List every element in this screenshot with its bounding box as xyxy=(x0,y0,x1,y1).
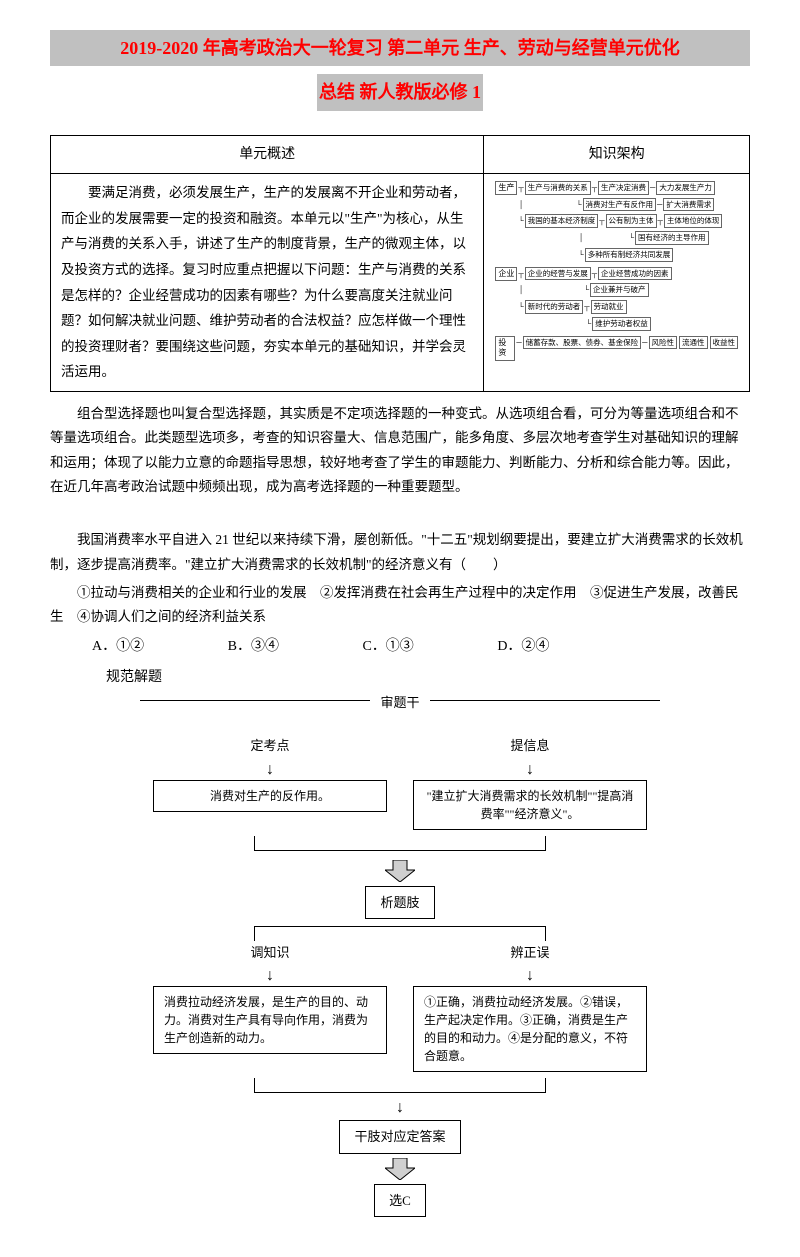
answer-options: A．①② B．③④ C．①③ D．②④ xyxy=(50,634,750,659)
header-structure: 知识架构 xyxy=(484,135,750,173)
arrow-icon: ↓ xyxy=(413,968,647,984)
diverge-line xyxy=(140,923,660,941)
paragraph-3: ①拉动与消费相关的企业和行业的发展 ②发挥消费在社会再生产过程中的决定作用 ③促… xyxy=(50,581,750,630)
converge-line xyxy=(140,836,660,856)
overview-text: 要满足消费，必须发展生产，生产的发展离不开企业和劳动者，而企业的发展需要一定的投… xyxy=(61,180,473,385)
converge-line xyxy=(140,1078,660,1098)
overview-cell: 要满足消费，必须发展生产，生产的发展离不开企业和劳动者，而企业的发展需要一定的投… xyxy=(51,173,484,391)
sub-title: 总结 新人教版必修 1 xyxy=(317,74,483,110)
flow-box-right2: ①正确，消费拉动经济发展。②错误，生产起决定作用。③正确，消费是生产的目的和动力… xyxy=(413,986,647,1072)
sub-heading: 规范解题 xyxy=(50,665,750,690)
arrow-icon: ↓ xyxy=(413,762,647,778)
arrow-icon: ↓ xyxy=(153,968,387,984)
option-d: D．②④ xyxy=(497,634,549,659)
flow-step2-title: 析题肢 xyxy=(365,886,434,919)
flow-result: 选C xyxy=(374,1184,426,1217)
tree-root-2: 企业 xyxy=(495,267,517,281)
arrow-icon: ↓ xyxy=(140,1100,660,1116)
option-a: A．①② xyxy=(92,634,144,659)
flow-step3-box: 干肢对应定答案 xyxy=(339,1120,460,1153)
big-arrow-icon xyxy=(385,860,415,882)
header-overview: 单元概述 xyxy=(51,135,484,173)
flow-label-left2: 调知识 xyxy=(153,941,387,964)
overview-table: 单元概述 知识架构 要满足消费，必须发展生产，生产的发展离不开企业和劳动者，而企… xyxy=(50,135,750,392)
option-b: B．③④ xyxy=(228,634,279,659)
flow-box-right1: "建立扩大消费需求的长效机制""提高消费率""经济意义"。 xyxy=(413,780,647,830)
flow-box-left2: 消费拉动经济发展，是生产的目的、动力。消费对生产具有导向作用，消费为生产创造新的… xyxy=(153,986,387,1054)
flow-label-right1: 提信息 xyxy=(413,734,647,757)
flow-box-left1: 消费对生产的反作用。 xyxy=(153,780,387,812)
option-c: C．①③ xyxy=(362,634,413,659)
structure-diagram: 生产 ┬生产与消费的关系┬生产决定消费─大力发展生产力 │ └消费对生产有反作用… xyxy=(484,173,750,391)
flow-label-left1: 定考点 xyxy=(153,734,387,757)
tree-root-3: 投资 xyxy=(495,336,515,361)
tree-root-1: 生产 xyxy=(495,181,517,195)
flowchart: 审题干 定考点 ↓ 消费对生产的反作用。 提信息 ↓ "建立扩大消费需求的长效机… xyxy=(140,700,660,1217)
flow-step1-title: 审题干 xyxy=(370,695,429,710)
paragraph-2: 我国消费率水平自进入 21 世纪以来持续下滑，屡创新低。"十二五"规划纲要提出，… xyxy=(50,528,750,577)
sub-title-container: 总结 新人教版必修 1 xyxy=(50,74,750,122)
paragraph-1: 组合型选择题也叫复合型选择题，其实质是不定项选择题的一种变式。从选项组合看，可分… xyxy=(50,402,750,499)
arrow-icon: ↓ xyxy=(153,762,387,778)
flow-step1-header: 审题干 xyxy=(140,700,660,726)
big-arrow-icon xyxy=(385,1158,415,1180)
flow-label-right2: 辨正误 xyxy=(413,941,647,964)
main-title: 2019-2020 年高考政治大一轮复习 第二单元 生产、劳动与经营单元优化 xyxy=(50,30,750,66)
